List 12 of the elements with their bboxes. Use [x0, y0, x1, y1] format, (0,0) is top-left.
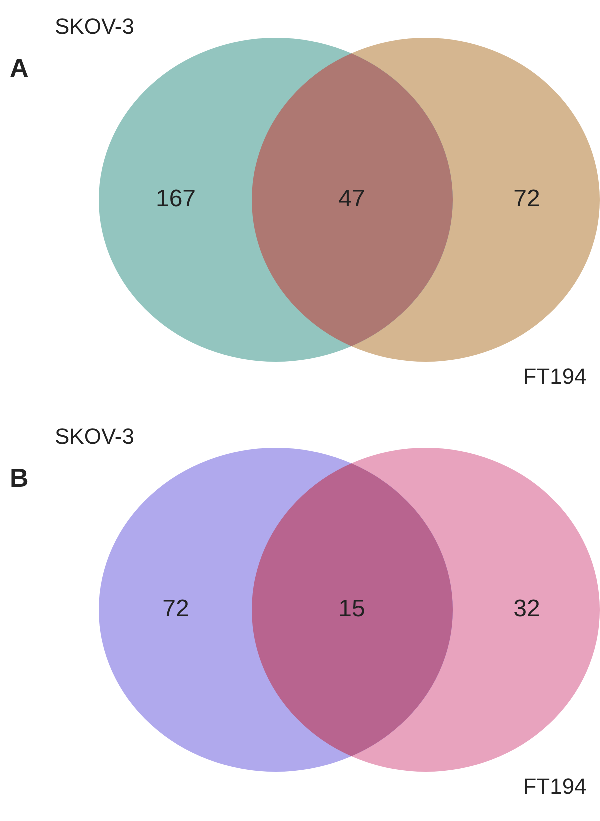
data-label: 47	[338, 186, 366, 213]
text: SKOV-3	[55, 14, 134, 40]
data-label: 167	[156, 186, 196, 213]
text: A	[10, 53, 29, 84]
text: B	[10, 463, 29, 494]
text: FT194	[523, 364, 587, 390]
data-label: 15	[338, 596, 366, 623]
data-label: 72	[514, 186, 540, 213]
data-label: 72	[162, 596, 190, 623]
data-label: 32	[514, 596, 540, 623]
text: FT194	[523, 774, 587, 800]
text: SKOV-3	[55, 424, 134, 450]
